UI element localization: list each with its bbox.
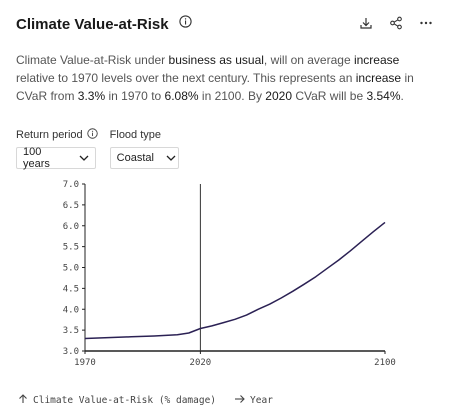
x-tick-label: 2020	[190, 358, 212, 368]
flood-type-value: Coastal	[116, 152, 154, 164]
chevron-down-icon	[79, 152, 89, 164]
y-tick-label: 3.0	[63, 347, 79, 357]
return-period-select[interactable]: 100 years	[16, 146, 96, 170]
trend-highlight: increase	[355, 71, 402, 85]
controls: Return period 100 years Flood type Coast…	[16, 128, 179, 170]
return-period-value: 100 years	[23, 146, 50, 170]
description-text: in 2100. By	[198, 89, 266, 103]
download-icon[interactable]	[358, 15, 374, 31]
y-axis-legend: Climate Value-at-Risk (% damage)	[18, 394, 216, 407]
description-text: in CVaR from	[16, 71, 414, 103]
x-tick-label: 2100	[374, 358, 396, 368]
y-tick-label: 6.0	[63, 222, 79, 232]
trend-highlight: increase	[353, 53, 400, 67]
flood-type-select[interactable]: Coastal	[109, 147, 179, 169]
flood-type-label: Flood type	[110, 128, 179, 142]
x-axis-legend-text: Year	[250, 395, 273, 406]
y-tick-label: 7.0	[63, 180, 79, 190]
y-axis-legend-text: Climate Value-at-Risk (% damage)	[33, 395, 217, 406]
x-tick-label: 1970	[74, 358, 96, 368]
share-icon[interactable]	[388, 15, 404, 31]
cvar-series-line	[84, 221, 386, 340]
return-period-label-text: Return period	[16, 129, 83, 141]
return-period-label: Return period	[16, 128, 98, 142]
scenario-highlight: business as usual	[168, 53, 264, 67]
end-value-highlight: 6.08%	[164, 89, 199, 103]
header-actions	[358, 15, 434, 31]
info-icon[interactable]	[179, 15, 192, 33]
more-icon[interactable]	[418, 15, 434, 31]
description: Climate Value-at-Risk under business as …	[16, 51, 436, 105]
description-text: relative to 1970 levels over the next ce…	[16, 71, 356, 85]
x-axis-legend: Year	[234, 394, 273, 407]
description-text: , will on average	[263, 53, 354, 67]
year-highlight: 2020	[265, 89, 292, 103]
y-tick-label: 3.5	[63, 326, 79, 336]
start-value-highlight: 3.3%	[77, 89, 106, 103]
page-title: Climate Value-at-Risk	[16, 15, 169, 33]
flood-type-label-text: Flood type	[109, 129, 162, 141]
info-icon[interactable]	[86, 128, 98, 142]
y-tick-label: 5.5	[63, 243, 79, 253]
description-text: in 1970 to	[105, 89, 165, 103]
current-value-highlight: 3.54%	[366, 89, 401, 103]
y-tick-label: 4.5	[63, 284, 79, 294]
y-tick-label: 4.0	[63, 305, 79, 315]
description-text: Climate Value-at-Risk under	[16, 53, 169, 67]
y-tick-label: 6.5	[63, 201, 79, 211]
arrow-right-icon	[234, 394, 245, 407]
chevron-down-icon	[166, 152, 176, 164]
description-text: CVaR will be	[292, 89, 367, 103]
chart-legend: Climate Value-at-Risk (% damage) Year	[18, 394, 273, 407]
flood-type-control: Flood type Coastal	[109, 128, 179, 169]
description-text: .	[400, 89, 404, 103]
return-period-control: Return period 100 years	[16, 128, 98, 170]
y-tick-label: 5.0	[63, 264, 79, 274]
arrow-up-icon	[18, 394, 28, 407]
header: Climate Value-at-Risk	[16, 15, 434, 37]
